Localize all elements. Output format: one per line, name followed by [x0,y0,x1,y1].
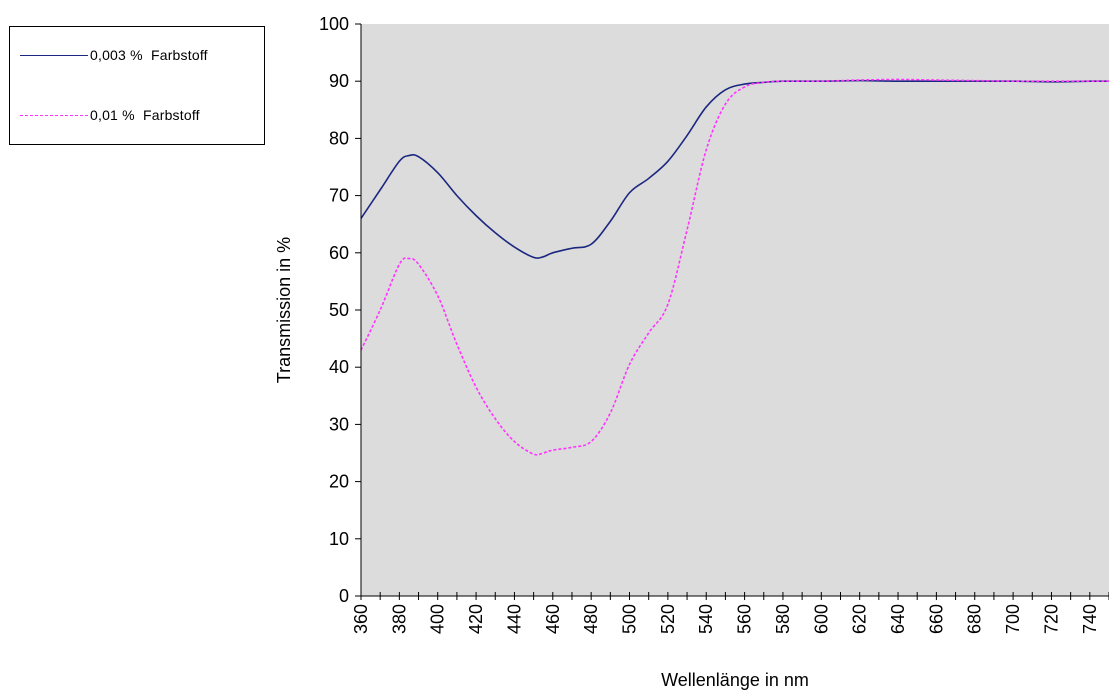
x-tick-label: 640 [888,604,908,634]
y-tick-label: 20 [329,472,349,492]
series-line-1 [360,79,1109,259]
x-tick-label: 740 [1080,604,1100,634]
y-tick-label: 80 [329,128,349,148]
legend-label: 0,003 % Farbstoff [90,47,208,63]
x-tick-label: 440 [504,604,524,634]
y-axis-label: Transmission in % [274,237,294,383]
axes-group: 0 10 20 30 40 50 60 70 80 90 100 360 380 400 420 440 460… [319,14,1109,634]
series-line-2 [360,78,1109,456]
x-tick-label: 620 [850,604,870,634]
x-tick-label: 540 [696,604,716,634]
y-tick-label: 10 [329,529,349,549]
x-tick-label: 500 [620,604,640,634]
x-tick-label: 380 [389,604,409,634]
y-tick-label: 100 [319,14,349,34]
x-tick-label: 480 [581,604,601,634]
x-tick-label: 460 [543,604,563,634]
legend: 0,003 % Farbstoff 0,01 % Farbstoff [9,26,265,145]
legend-item-series-2: 0,01 % Farbstoff [20,105,200,125]
y-tick-label: 50 [329,300,349,320]
x-tick-label: 420 [466,604,486,634]
x-tick-label: 360 [351,604,371,634]
y-tick-label: 70 [329,186,349,206]
x-tick-label: 560 [735,604,755,634]
x-axis-label: Wellenlänge in nm [661,670,809,690]
legend-label: 0,01 % Farbstoff [90,107,200,123]
legend-swatch-dashed [20,114,88,116]
x-tick-label: 720 [1041,604,1061,634]
legend-swatch-solid [20,54,88,56]
y-tick-label: 30 [329,414,349,434]
x-tick-label: 520 [658,604,678,634]
y-tick-label: 90 [329,71,349,91]
legend-item-series-1: 0,003 % Farbstoff [20,45,208,65]
y-tick-label: 40 [329,357,349,377]
x-tick-label: 700 [1003,604,1023,634]
y-tick-label: 0 [339,586,349,606]
x-tick-label: 600 [811,604,831,634]
y-tick-label: 60 [329,243,349,263]
series-group [360,78,1109,456]
x-tick-label: 400 [428,604,448,634]
x-tick-label: 660 [926,604,946,634]
plot-area [361,24,1109,596]
x-tick-label: 580 [773,604,793,634]
x-tick-label: 680 [965,604,985,634]
